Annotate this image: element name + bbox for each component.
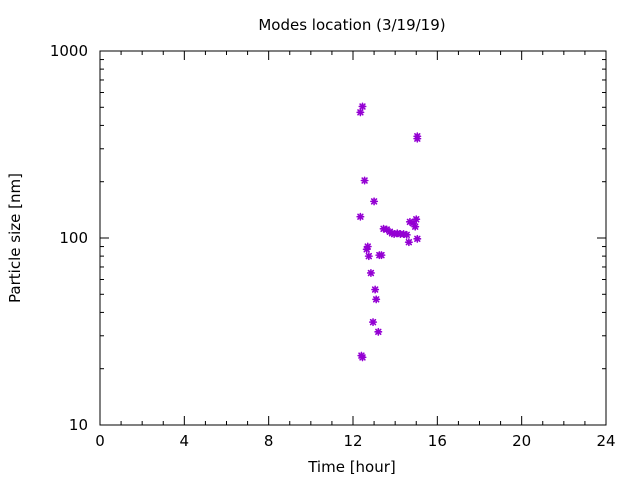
data-point	[356, 108, 365, 117]
data-point	[374, 327, 383, 336]
axis-ticks	[99, 50, 607, 426]
data-point	[363, 242, 372, 251]
x-tick-label: 16	[428, 432, 447, 450]
x-tick-label: 8	[264, 432, 274, 450]
data-point	[371, 285, 380, 294]
x-tick-label: 24	[596, 432, 615, 450]
y-tick-label: 100	[59, 229, 88, 247]
data-point	[364, 252, 373, 261]
data-point	[358, 353, 367, 362]
y-axis-label: Particle size [nm]	[6, 173, 24, 303]
data-point	[360, 176, 369, 185]
data-point	[411, 222, 420, 231]
x-tick-label: 12	[343, 432, 362, 450]
y-axis-tick-labels: 10 100 1000	[50, 42, 88, 434]
data-point	[370, 197, 379, 206]
data-point	[402, 230, 411, 239]
data-point	[413, 234, 422, 243]
data-point	[372, 295, 381, 304]
x-axis-tick-labels: 0 4 8 12 16 20 24	[95, 432, 615, 450]
data-point	[369, 318, 378, 327]
data-point	[412, 215, 421, 224]
chart-title: Modes location (3/19/19)	[258, 16, 445, 34]
plot-area-frame	[99, 50, 607, 426]
data-points	[356, 102, 422, 362]
data-point	[358, 102, 367, 111]
y-tick-label: 1000	[50, 42, 88, 60]
data-point	[356, 212, 365, 221]
x-tick-label: 4	[180, 432, 190, 450]
x-tick-label: 0	[95, 432, 105, 450]
data-point	[377, 251, 386, 260]
data-point	[404, 238, 413, 247]
x-tick-label: 20	[512, 432, 531, 450]
data-point	[366, 268, 375, 277]
data-point	[413, 132, 422, 141]
y-tick-label: 10	[69, 416, 88, 434]
x-axis-label: Time [hour]	[307, 458, 396, 476]
